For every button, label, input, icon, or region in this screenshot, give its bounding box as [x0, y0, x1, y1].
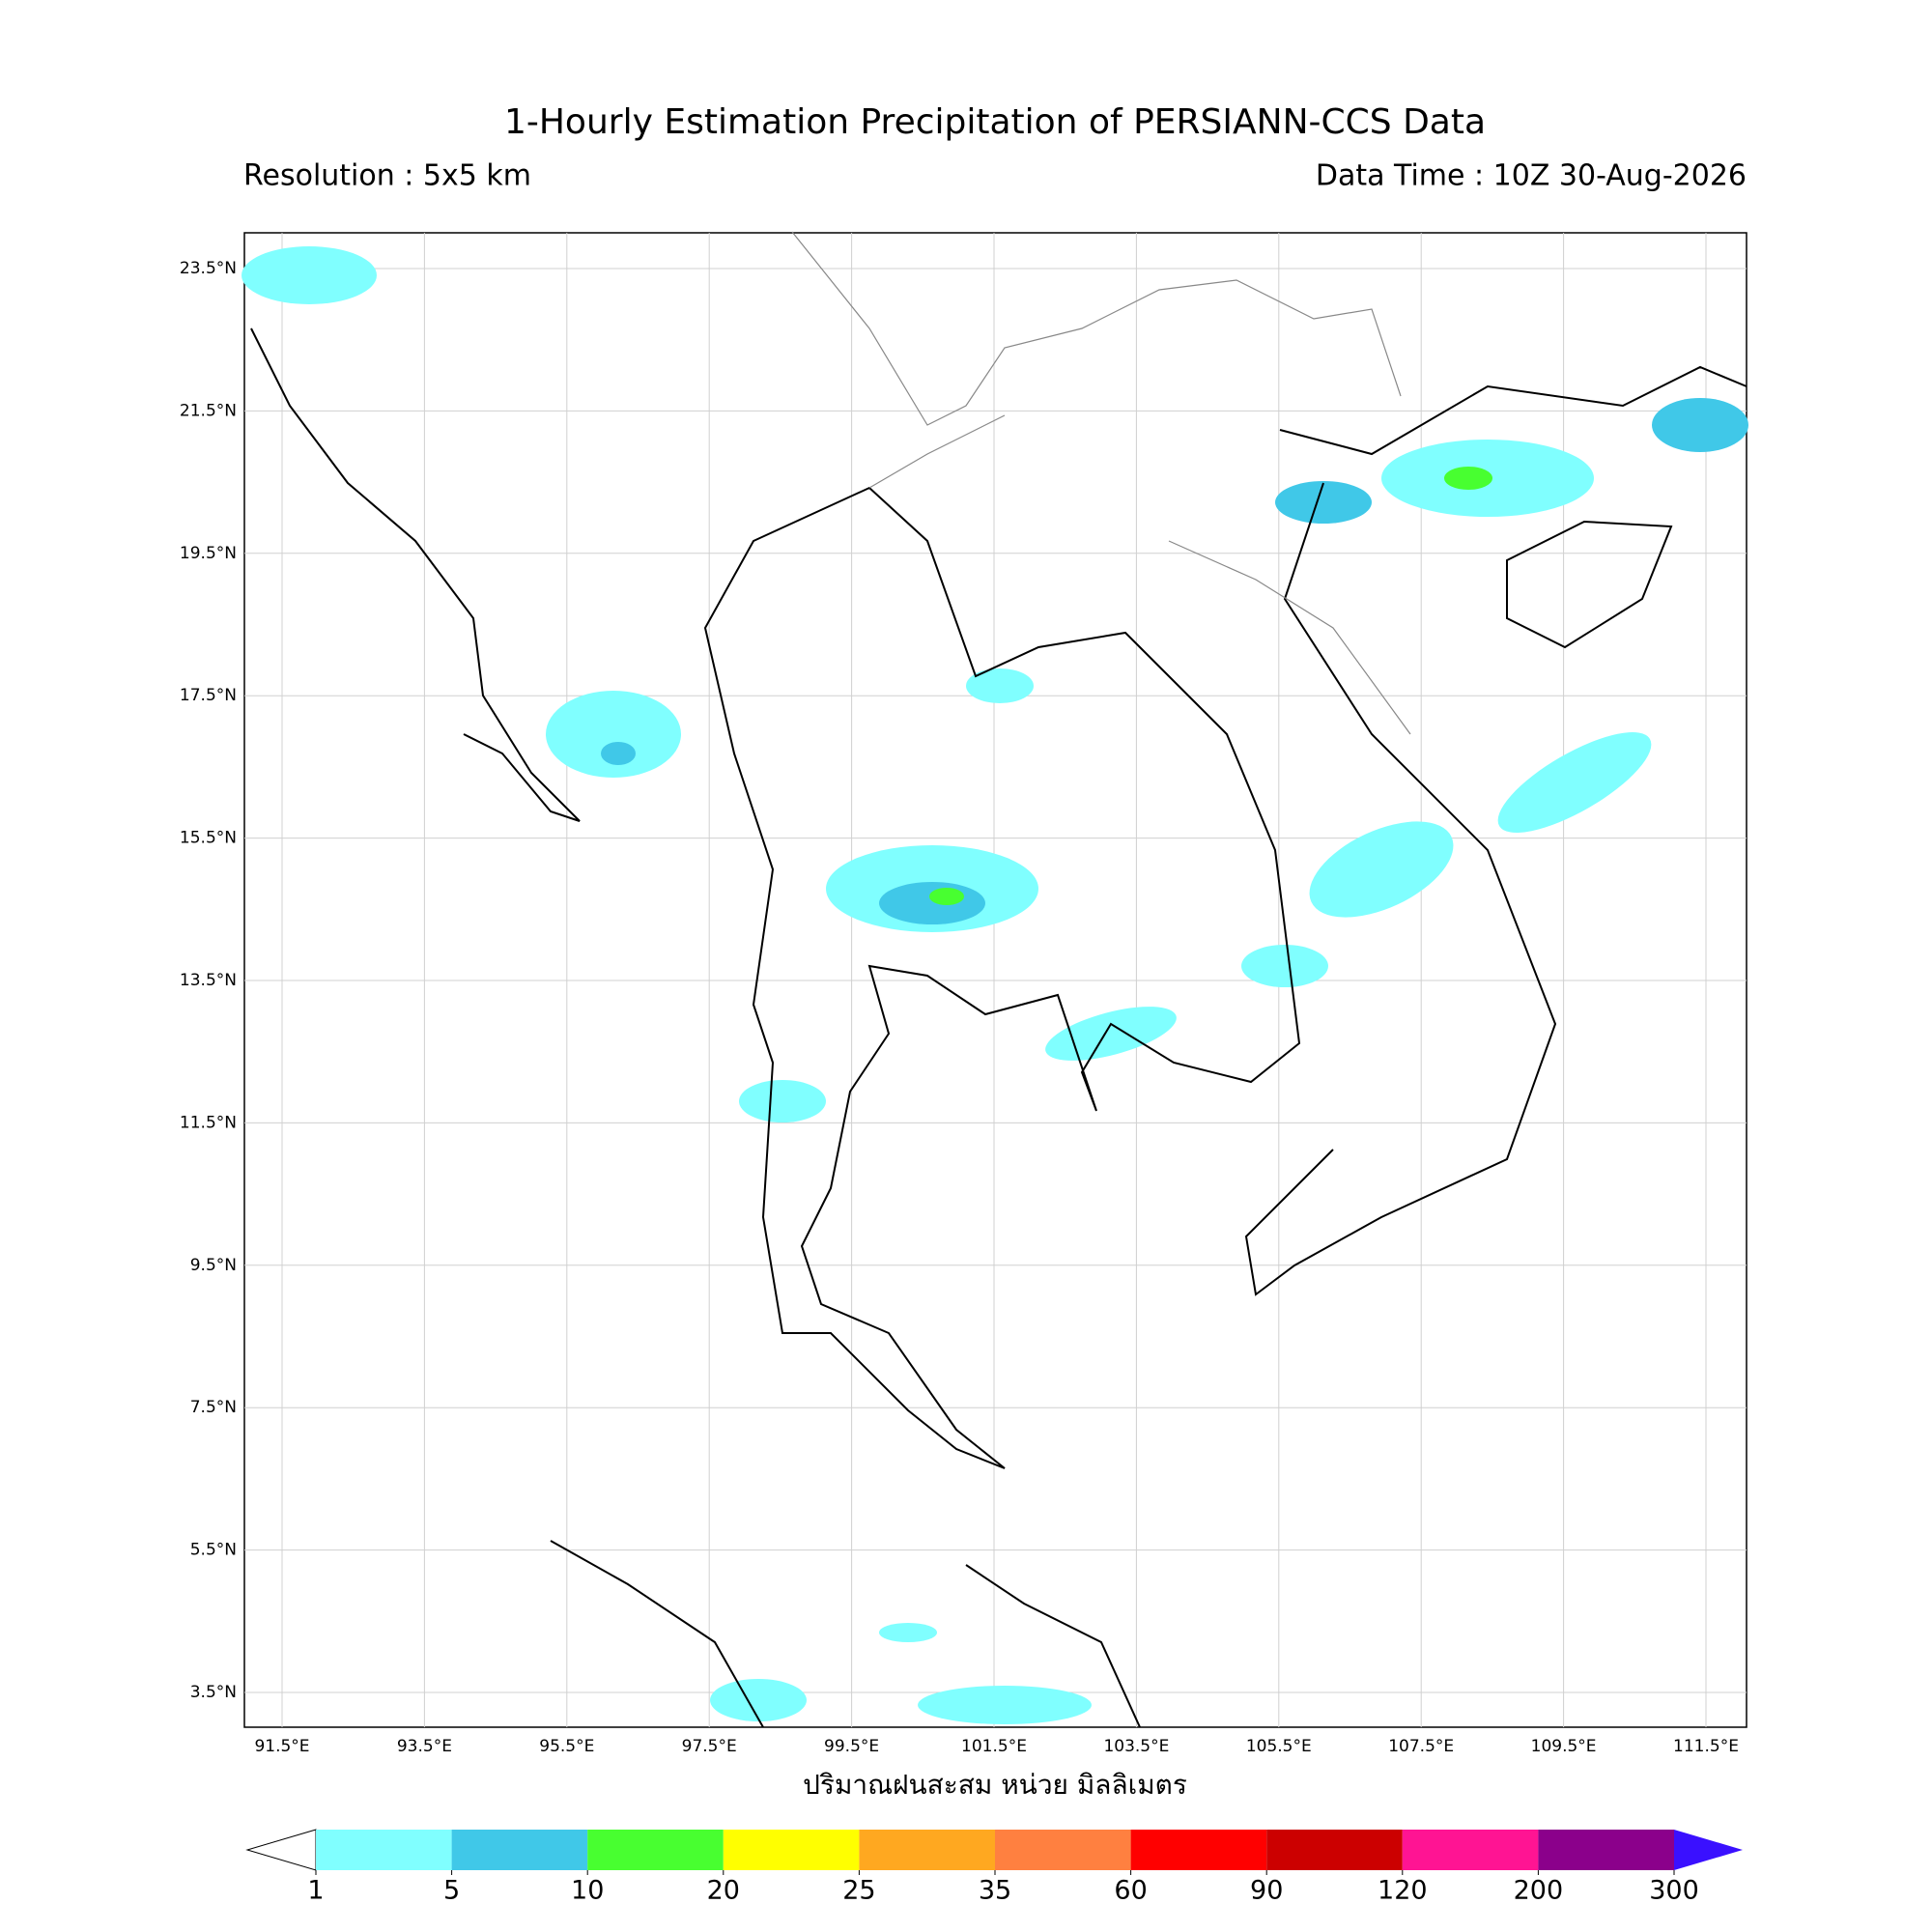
data-time: Data Time : 10Z 30-Aug-2026	[1316, 159, 1747, 193]
colorbar-tick-label: 20	[707, 1876, 740, 1906]
colorbar-segment	[316, 1830, 452, 1870]
vietnam-coast	[1244, 482, 1557, 1296]
lat-tick-label: 21.5°N	[180, 401, 237, 420]
colorbar-tick-label: 25	[842, 1876, 875, 1906]
lon-tick-label: 95.5°E	[539, 1737, 594, 1756]
rain-area	[1652, 398, 1748, 452]
coastlines	[250, 327, 1747, 1728]
lon-tick-label: 105.5°E	[1246, 1737, 1312, 1756]
colorbar-segment	[587, 1830, 724, 1870]
china-coast	[1279, 365, 1747, 456]
lat-tick-label: 5.5°N	[190, 1541, 237, 1560]
rain-area	[1045, 1007, 1177, 1061]
colorbar-tick-label: 200	[1514, 1876, 1564, 1906]
lon-tick-label: 91.5°E	[254, 1737, 309, 1756]
rain-area	[918, 1686, 1092, 1724]
colorbar-tick-label: 120	[1378, 1876, 1428, 1906]
rain-area	[1309, 821, 1454, 918]
colorbar-segment	[1130, 1830, 1267, 1870]
rain-area	[1241, 945, 1328, 987]
colorbar-tick-label: 90	[1250, 1876, 1283, 1906]
rain-area	[546, 691, 681, 778]
malaysia-sumatra-coast	[550, 1540, 1141, 1728]
rain-area	[879, 882, 985, 924]
lon-tick-label: 107.5°E	[1388, 1737, 1454, 1756]
colorbar-segment	[1402, 1830, 1539, 1870]
x-axis-label: ปริมาณฝนสะสม หน่วย มิลลิเมตร	[803, 1769, 1187, 1801]
thailand-outline	[703, 486, 1301, 1469]
colorbar-tick-label: 35	[979, 1876, 1011, 1906]
colorbar-segment	[859, 1830, 995, 1870]
rain-area	[739, 1080, 826, 1122]
precipitation	[242, 246, 1748, 1724]
colorbar-tick-label: 10	[571, 1876, 604, 1906]
rain-area	[1497, 732, 1652, 833]
lon-tick-label: 93.5°E	[397, 1737, 452, 1756]
lon-tick-label: 97.5°E	[682, 1737, 737, 1756]
rain-area	[242, 246, 377, 304]
lat-tick-label: 13.5°N	[180, 971, 237, 990]
colorbar-segment	[1266, 1830, 1403, 1870]
title: 1-Hourly Estimation Precipitation of PER…	[504, 102, 1486, 142]
colorbar-segment	[723, 1830, 860, 1870]
colorbar-tick-label: 300	[1649, 1876, 1699, 1906]
colorbar-tick-label: 60	[1114, 1876, 1147, 1906]
lat-tick-label: 23.5°N	[180, 259, 237, 278]
rain-area	[1275, 481, 1372, 524]
lat-tick-label: 19.5°N	[180, 544, 237, 563]
borders	[791, 231, 1411, 735]
colorbar-over	[1674, 1830, 1743, 1870]
rain-area	[966, 668, 1034, 703]
lat-tick-label: 9.5°N	[190, 1256, 237, 1275]
hainan	[1506, 520, 1673, 649]
lat-tick-label: 15.5°N	[180, 829, 237, 848]
map	[242, 231, 1748, 1728]
rain-area	[879, 1623, 937, 1642]
colorbar-segment	[995, 1830, 1131, 1870]
colorbar-segment	[451, 1830, 588, 1870]
colorbar-tick-label: 1	[307, 1876, 324, 1906]
rain-area	[1444, 467, 1492, 490]
colorbar-tick-label: 5	[443, 1876, 460, 1906]
lat-tick-label: 11.5°N	[180, 1113, 237, 1132]
lon-tick-label: 103.5°E	[1103, 1737, 1169, 1756]
lon-tick-label: 109.5°E	[1531, 1737, 1597, 1756]
resolution: Resolution : 5x5 km	[243, 159, 531, 193]
rain-area	[601, 742, 636, 765]
lat-tick-label: 3.5°N	[190, 1683, 237, 1702]
lon-tick-label: 111.5°E	[1673, 1737, 1739, 1756]
colorbar-under	[245, 1829, 317, 1871]
lat-tick-label: 7.5°N	[190, 1398, 237, 1417]
lon-tick-label: 101.5°E	[961, 1737, 1027, 1756]
myanmar-coast	[250, 327, 581, 822]
country-borders	[791, 231, 1411, 735]
colorbar: 1 5 10 20 25 35 60 90 120 200 300	[245, 1829, 1743, 1906]
lat-tick-label: 17.5°N	[180, 686, 237, 705]
rain-area	[710, 1679, 807, 1721]
lon-tick-label: 99.5°E	[824, 1737, 879, 1756]
rain-area	[929, 888, 964, 905]
colorbar-segment	[1538, 1830, 1674, 1870]
